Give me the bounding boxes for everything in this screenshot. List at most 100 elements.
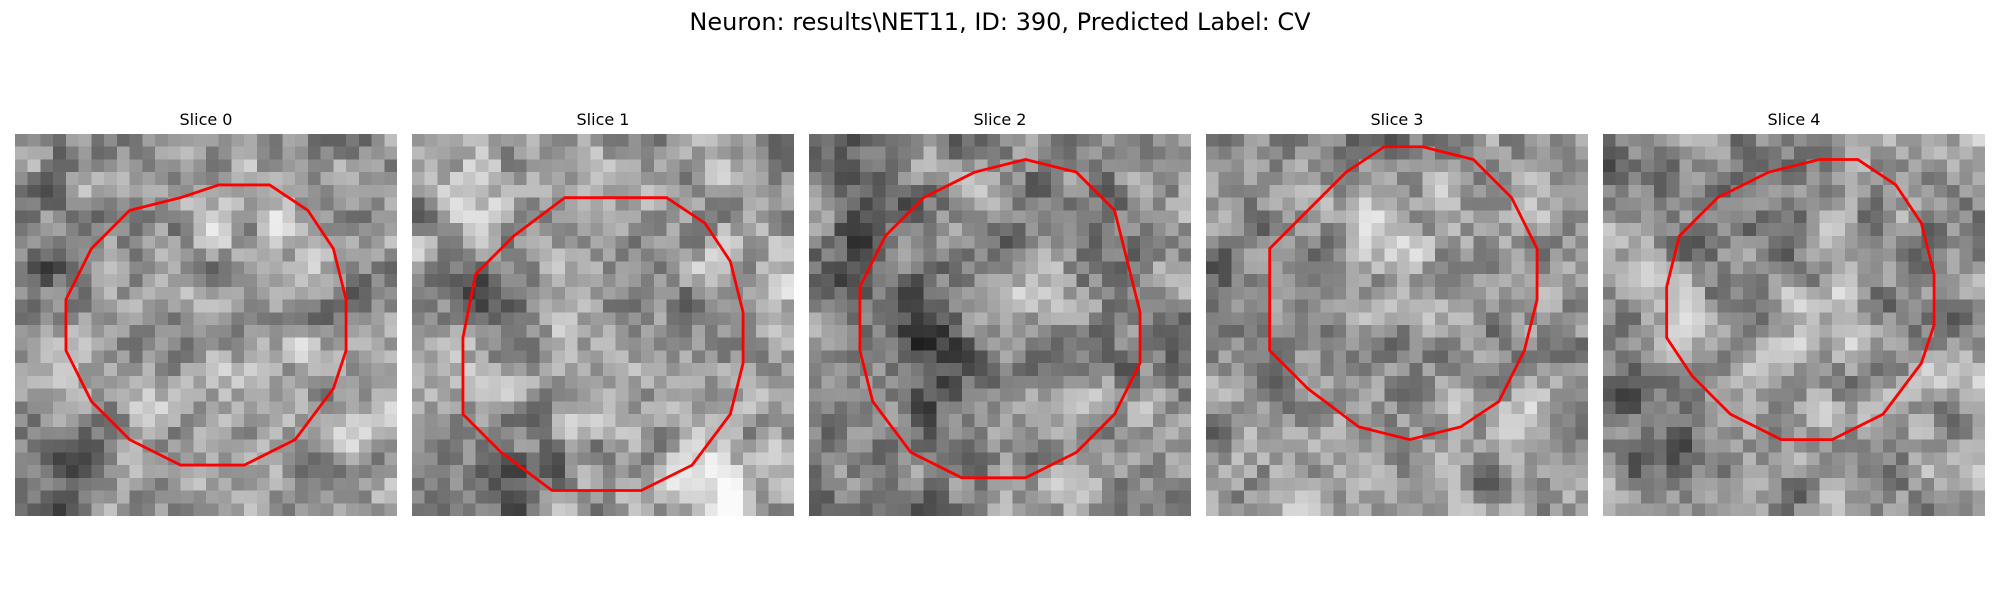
image-pixel [704, 274, 718, 288]
image-pixel [1282, 146, 1296, 160]
image-pixel [1358, 452, 1372, 466]
image-pixel [1730, 172, 1744, 186]
image-pixel [116, 184, 130, 198]
image-pixel [1844, 363, 1858, 377]
image-pixel [15, 172, 28, 186]
image-pixel [193, 452, 207, 466]
image-pixel [821, 388, 835, 402]
image-pixel [1165, 299, 1179, 313]
image-pixel [1615, 465, 1629, 479]
image-pixel [27, 477, 41, 491]
image-pixel [1679, 503, 1693, 516]
image-pixel [809, 134, 822, 147]
image-pixel [437, 337, 451, 351]
image-pixel [821, 350, 835, 364]
image-pixel [1781, 426, 1795, 440]
image-pixel [898, 350, 912, 364]
image-pixel [15, 465, 28, 479]
image-pixel [320, 452, 334, 466]
image-pixel [847, 477, 861, 491]
image-pixel [1409, 363, 1423, 377]
image-pixel [1870, 261, 1884, 275]
image-pixel [412, 465, 425, 479]
image-pixel [834, 337, 848, 351]
image-pixel [1473, 325, 1487, 338]
image-pixel [603, 210, 616, 224]
image-pixel [1934, 337, 1948, 351]
image-pixel [1486, 426, 1500, 440]
image-pixel [961, 134, 975, 147]
image-pixel [1781, 401, 1795, 415]
image-pixel [859, 197, 873, 211]
image-pixel [910, 350, 924, 364]
image-pixel [462, 134, 476, 147]
image-pixel [358, 350, 372, 364]
image-pixel [1934, 439, 1948, 453]
image-pixel [15, 375, 28, 389]
image-pixel [1794, 426, 1807, 440]
image-pixel [384, 261, 397, 275]
image-pixel [834, 439, 848, 453]
image-pixel [1806, 503, 1820, 516]
image-pixel [295, 299, 309, 313]
image-pixel [1641, 134, 1655, 147]
image-pixel [564, 503, 578, 516]
image-pixel [1282, 490, 1296, 504]
image-pixel [91, 375, 105, 389]
image-pixel [847, 197, 861, 211]
image-pixel [743, 184, 757, 198]
image-pixel [1152, 503, 1166, 516]
image-pixel [450, 248, 464, 262]
image-pixel [269, 223, 283, 237]
image-pixel [1076, 235, 1090, 249]
image-pixel [1537, 401, 1551, 415]
image-pixel [1857, 490, 1871, 504]
image-pixel [269, 426, 283, 440]
image-pixel [743, 235, 757, 249]
image-pixel [552, 159, 566, 173]
image-pixel [1346, 465, 1360, 479]
image-pixel [1333, 337, 1347, 351]
image-pixel [961, 248, 975, 262]
image-pixel [1000, 350, 1013, 364]
image-pixel [1486, 312, 1500, 326]
image-pixel [1730, 159, 1744, 173]
image-pixel [256, 172, 270, 186]
image-pixel [1562, 312, 1576, 326]
image-pixel [1460, 286, 1474, 300]
image-pixel [193, 375, 207, 389]
image-pixel [641, 350, 655, 364]
image-pixel [949, 286, 963, 300]
image-pixel [1730, 197, 1744, 211]
image-pixel [1857, 223, 1871, 237]
image-pixel [1794, 223, 1807, 237]
image-pixel [564, 388, 578, 402]
image-pixel [898, 184, 912, 198]
image-pixel [1050, 312, 1064, 326]
image-pixel [346, 146, 360, 160]
image-pixel [834, 388, 848, 402]
image-pixel [1883, 134, 1897, 147]
image-pixel [206, 146, 219, 160]
image-pixel [1498, 465, 1512, 479]
image-pixel [475, 248, 489, 262]
image-pixel [1038, 375, 1052, 389]
image-pixel [424, 337, 438, 351]
image-pixel [256, 401, 270, 415]
image-pixel [104, 299, 118, 313]
image-pixel [885, 146, 899, 160]
image-pixel [1653, 223, 1667, 237]
image-pixel [961, 477, 975, 491]
image-pixel [1743, 325, 1757, 338]
image-pixel [180, 274, 194, 288]
image-pixel [910, 452, 924, 466]
image-pixel [244, 477, 258, 491]
image-pixel [1358, 134, 1372, 147]
image-pixel [1895, 134, 1909, 147]
image-pixel [885, 134, 899, 147]
image-pixel [1628, 414, 1642, 428]
image-pixel [1895, 363, 1909, 377]
image-pixel [1946, 363, 1960, 377]
image-pixel [577, 146, 591, 160]
image-pixel [1422, 337, 1436, 351]
